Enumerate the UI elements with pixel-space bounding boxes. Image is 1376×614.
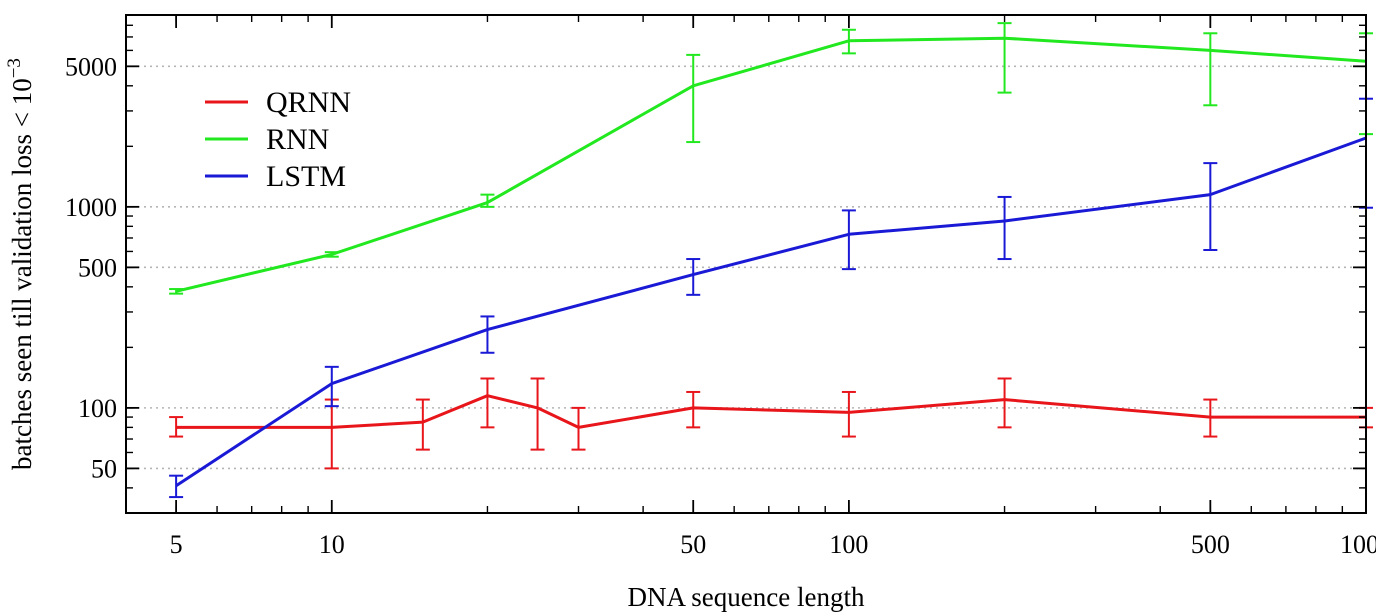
x-tick-label-5: 5 [170,530,183,559]
x-tick-label-10: 10 [319,530,345,559]
y-tick-label-50: 50 [91,454,117,483]
y-tick-label-1000: 1000 [65,193,117,222]
x-tick-label-500: 500 [1191,530,1230,559]
series-qrnn [169,377,1373,470]
legend: QRNN RNN LSTM [205,86,351,193]
legend-label-lstm: LSTM [266,160,346,193]
axis-tick-labels: 5 10 50 100 500 1000 50 100 500 1000 5000 [65,52,1376,559]
y-axis-label: batches seen till validation loss < 10−3 [4,58,37,470]
x-tick-label-1000: 1000 [1340,530,1376,559]
series-rnn [169,22,1373,295]
rnn-line [175,36,1367,293]
qrnn-line [176,394,1366,429]
y-axis-label-superscript: −3 [4,58,25,78]
y-axis-label-main: batches seen till validation loss < 10 [7,78,37,470]
grid-lines [126,65,1366,470]
y-tick-label-100: 100 [78,394,117,423]
series-lstm [169,97,1373,499]
lstm-line [175,136,1367,487]
y-tick-label-500: 500 [78,253,117,282]
axis-ticks [125,14,1367,514]
x-axis-label: DNA sequence length [628,582,865,612]
x-tick-label-100: 100 [829,530,868,559]
plot-frame [125,14,1367,514]
x-tick-label-50: 50 [680,530,706,559]
legend-label-qrnn: QRNN [266,86,351,119]
y-axis-label-group: batches seen till validation loss < 10−3 [4,58,37,470]
legend-label-rnn: RNN [266,123,329,156]
y-tick-label-5000: 5000 [65,52,117,81]
